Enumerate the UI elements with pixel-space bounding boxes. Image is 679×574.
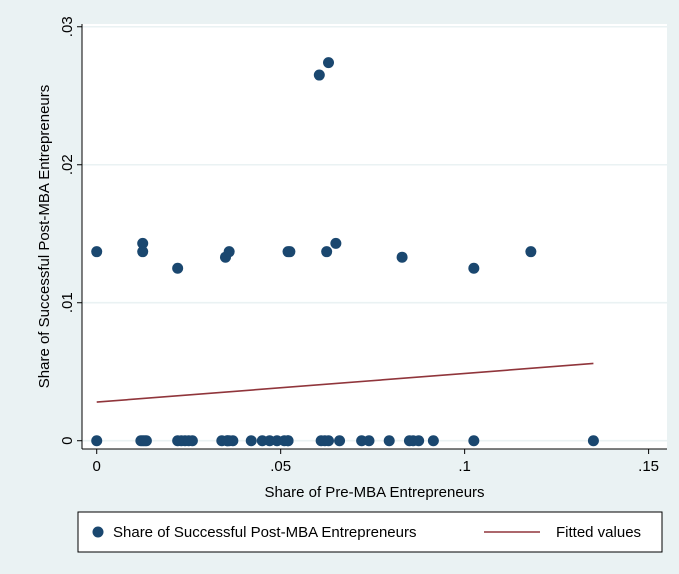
scatter-point — [172, 262, 184, 274]
x-tick-label-0: 0 — [93, 458, 101, 475]
x-tick-label-1: .05 — [270, 458, 291, 475]
y-tick-label-2: .02 — [59, 154, 76, 175]
scatter-point — [525, 246, 537, 258]
scatter-point — [413, 435, 425, 447]
fitted-line-layer — [96, 362, 594, 403]
scatter-point — [396, 251, 408, 263]
scatter-point — [334, 435, 346, 447]
scatter-point — [427, 435, 439, 447]
scatter-point — [363, 435, 375, 447]
scatter-point — [282, 435, 294, 447]
legend-marker-scatter — [92, 526, 104, 538]
scatter-point — [383, 435, 395, 447]
legend-box — [77, 511, 663, 553]
axes: 0 .01 .02 .03 0 .05 .1 .15 — [59, 16, 667, 475]
x-tick-label-3: .15 — [638, 458, 659, 475]
y-axis-title: Share of Successful Post-MBA Entrepreneu… — [36, 85, 53, 388]
fitted-values-line — [96, 362, 594, 403]
scatter-point — [245, 435, 257, 447]
scatter-point — [587, 435, 599, 447]
scatter-point — [91, 435, 103, 447]
scatter-point — [330, 237, 342, 249]
scatter-point — [323, 435, 335, 447]
legend-label-fitted: Fitted values — [556, 524, 641, 541]
scatter-point — [137, 246, 149, 258]
scatter-point — [91, 246, 103, 258]
scatter-point — [321, 246, 333, 258]
y-tick-label-3: .03 — [59, 16, 76, 37]
scatter-point — [313, 69, 325, 81]
scatter-point — [468, 435, 480, 447]
scatter-point — [468, 262, 480, 274]
legend: Share of Successful Post-MBA Entrepreneu… — [77, 511, 663, 553]
y-tick-label-1: .01 — [59, 292, 76, 313]
scatter-point — [140, 435, 152, 447]
y-tick-label-0: 0 — [59, 437, 76, 445]
x-tick-label-2: .1 — [458, 458, 471, 475]
scatter-point — [186, 435, 198, 447]
x-axis-title: Share of Pre-MBA Entrepreneurs — [264, 484, 484, 501]
plot-area — [82, 24, 667, 449]
scatter-point — [221, 435, 233, 447]
scatter-point — [223, 246, 235, 258]
legend-label-scatter: Share of Successful Post-MBA Entrepreneu… — [113, 524, 416, 541]
scatter-point — [323, 57, 335, 69]
scatter-points — [91, 57, 599, 447]
scatter-point — [284, 246, 296, 258]
scatter-point — [137, 237, 149, 249]
